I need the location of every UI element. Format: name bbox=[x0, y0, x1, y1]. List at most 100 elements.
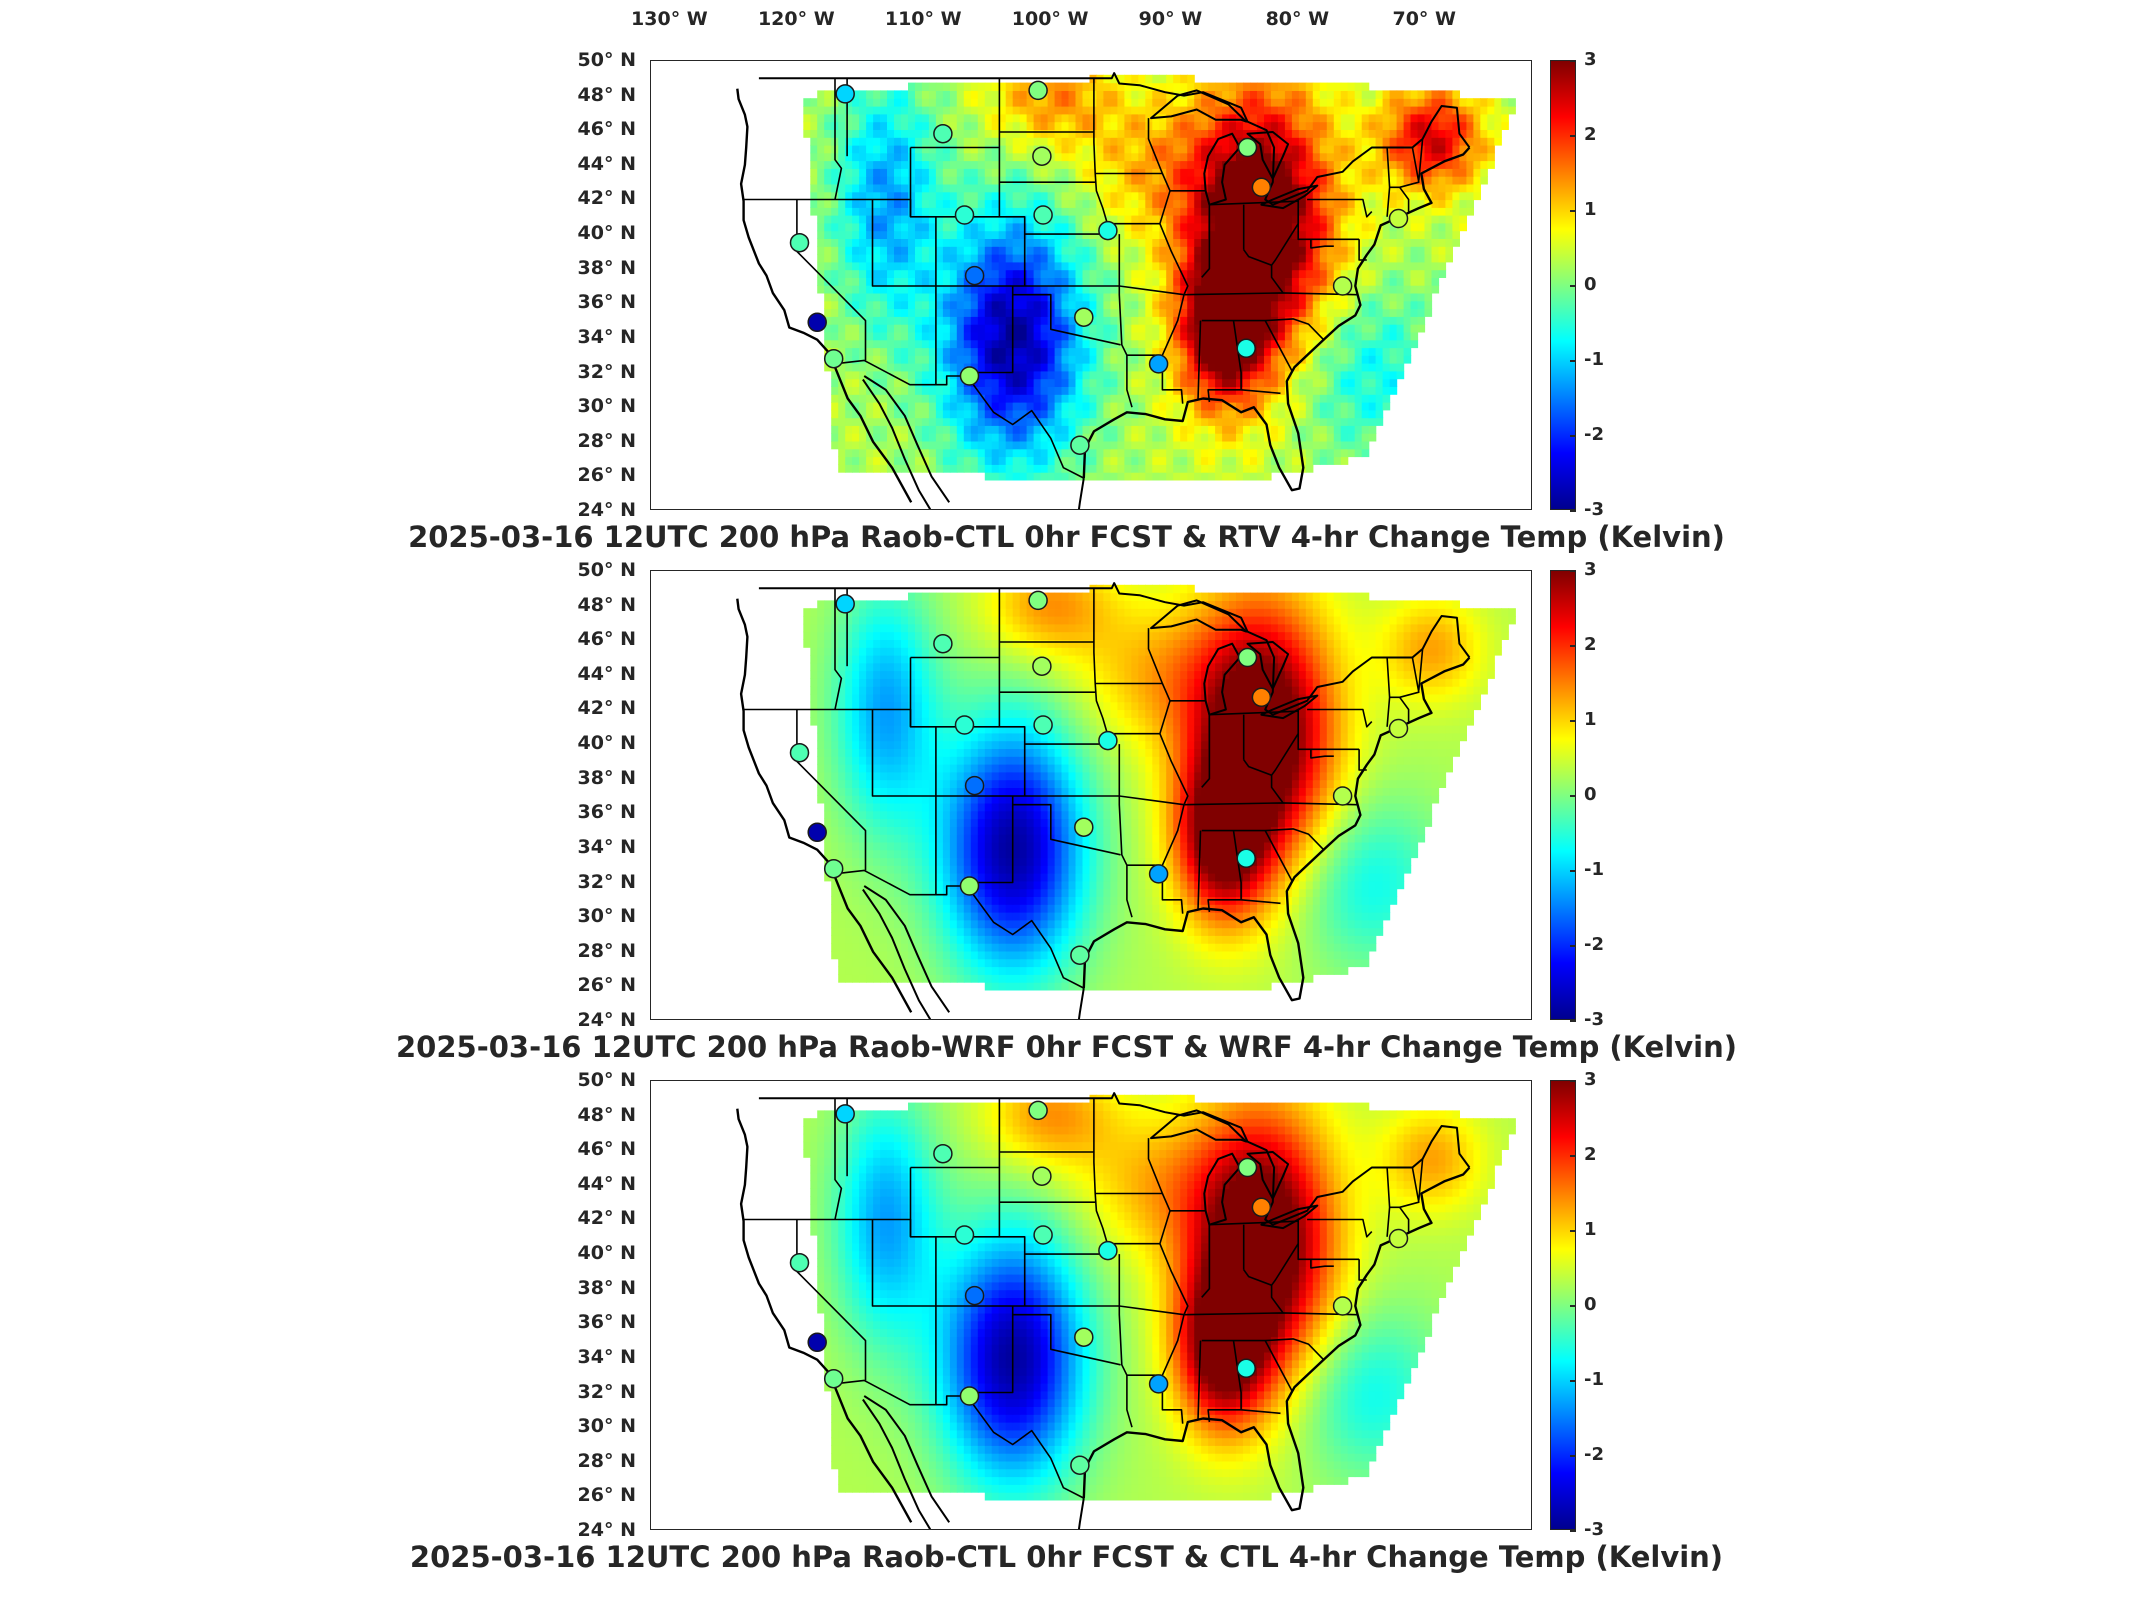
field-cell bbox=[1333, 98, 1342, 107]
field-cell bbox=[859, 144, 867, 154]
field-cell bbox=[970, 152, 979, 162]
field-cell bbox=[1480, 113, 1488, 123]
field-cell bbox=[956, 277, 965, 286]
field-cell bbox=[901, 433, 909, 442]
field-cell bbox=[998, 285, 1007, 294]
field-cell bbox=[1012, 176, 1021, 185]
field-cell bbox=[1312, 144, 1321, 154]
field-cell bbox=[977, 106, 986, 115]
field-cell bbox=[1194, 183, 1202, 193]
field-cell bbox=[838, 324, 846, 333]
field-cell bbox=[1040, 974, 1049, 983]
field-cell bbox=[887, 386, 895, 395]
field-cell bbox=[1438, 246, 1447, 255]
field-cell bbox=[991, 82, 1000, 91]
field-cell bbox=[1382, 316, 1391, 325]
field-cell bbox=[908, 137, 916, 146]
field-cell bbox=[880, 176, 888, 185]
field-cell bbox=[1124, 199, 1132, 208]
field-cell bbox=[1089, 950, 1098, 960]
field-cell bbox=[1354, 339, 1363, 349]
field-cell bbox=[838, 199, 846, 208]
field-cell bbox=[1005, 207, 1014, 216]
field-cell bbox=[977, 456, 986, 465]
field-cell bbox=[845, 246, 853, 255]
field-cell bbox=[1096, 339, 1104, 349]
field-cell bbox=[845, 215, 853, 224]
field-cell bbox=[984, 409, 993, 419]
field-cell bbox=[1361, 215, 1370, 224]
field-cell bbox=[1354, 370, 1363, 380]
field-cell bbox=[1194, 958, 1202, 968]
field-cell bbox=[873, 958, 881, 968]
field-cell bbox=[1222, 230, 1230, 239]
field-cell bbox=[845, 324, 853, 333]
field-cell bbox=[1103, 129, 1111, 138]
field-cell bbox=[1264, 958, 1272, 968]
field-cell bbox=[1403, 292, 1412, 302]
field-cell bbox=[949, 339, 958, 349]
field-cell bbox=[1284, 129, 1293, 138]
field-cell bbox=[1138, 137, 1146, 146]
field-cell bbox=[1319, 176, 1328, 185]
field-cell bbox=[1354, 207, 1363, 216]
field-cell bbox=[1284, 121, 1293, 130]
field-cell bbox=[852, 129, 860, 138]
field-cell bbox=[1033, 974, 1042, 983]
field-cell bbox=[901, 90, 909, 99]
field-cell bbox=[1396, 292, 1405, 302]
field-cell bbox=[1019, 316, 1028, 325]
field-cell bbox=[1445, 199, 1453, 208]
field-cell bbox=[970, 160, 979, 169]
field-cell bbox=[1361, 292, 1370, 302]
field-cell bbox=[880, 261, 888, 271]
field-cell bbox=[1215, 183, 1223, 193]
field-cell bbox=[991, 464, 1000, 473]
field-cell bbox=[859, 950, 867, 960]
field-cell bbox=[894, 316, 902, 325]
latitude-tick-label: 46° N bbox=[577, 118, 636, 141]
field-cell bbox=[1075, 456, 1084, 465]
field-cell bbox=[1264, 152, 1272, 162]
field-cell bbox=[1054, 121, 1063, 130]
field-cell bbox=[1305, 958, 1314, 968]
field-cell bbox=[963, 261, 972, 271]
state-border bbox=[1147, 118, 1189, 404]
field-cell bbox=[1264, 106, 1272, 115]
field-cell bbox=[915, 215, 923, 224]
field-cell bbox=[1187, 160, 1195, 169]
field-cell bbox=[921, 191, 930, 201]
field-cell bbox=[845, 261, 853, 271]
field-cell bbox=[1159, 191, 1167, 201]
field-cell bbox=[866, 106, 874, 115]
field-cell bbox=[1494, 137, 1502, 146]
field-cell bbox=[956, 331, 965, 341]
field-cell bbox=[1375, 292, 1384, 302]
field-cell bbox=[1333, 261, 1342, 271]
state-border bbox=[1310, 239, 1334, 249]
field-cell bbox=[970, 402, 979, 411]
field-cell bbox=[1208, 106, 1216, 115]
field-cell bbox=[1298, 168, 1307, 177]
field-cell bbox=[1438, 106, 1447, 115]
field-cell bbox=[1005, 433, 1014, 442]
field-cell bbox=[1312, 300, 1321, 310]
field-cell bbox=[963, 347, 972, 356]
field-cell bbox=[1124, 160, 1132, 169]
field-cell bbox=[921, 160, 930, 169]
field-cell bbox=[1270, 222, 1279, 232]
field-cell bbox=[1173, 269, 1181, 278]
field-cell bbox=[1124, 417, 1132, 426]
field-cell bbox=[831, 215, 839, 224]
field-cell bbox=[824, 215, 832, 224]
field-cell bbox=[1166, 943, 1174, 952]
field-cell bbox=[1040, 370, 1049, 380]
field-cell bbox=[963, 121, 972, 130]
field-cell bbox=[1173, 238, 1181, 247]
temperature-change-map bbox=[736, 72, 1516, 509]
field-cell bbox=[1305, 456, 1314, 465]
field-cell bbox=[1445, 222, 1453, 232]
field-cell bbox=[894, 137, 902, 146]
field-cell bbox=[1152, 199, 1160, 208]
field-cell bbox=[1347, 160, 1356, 169]
